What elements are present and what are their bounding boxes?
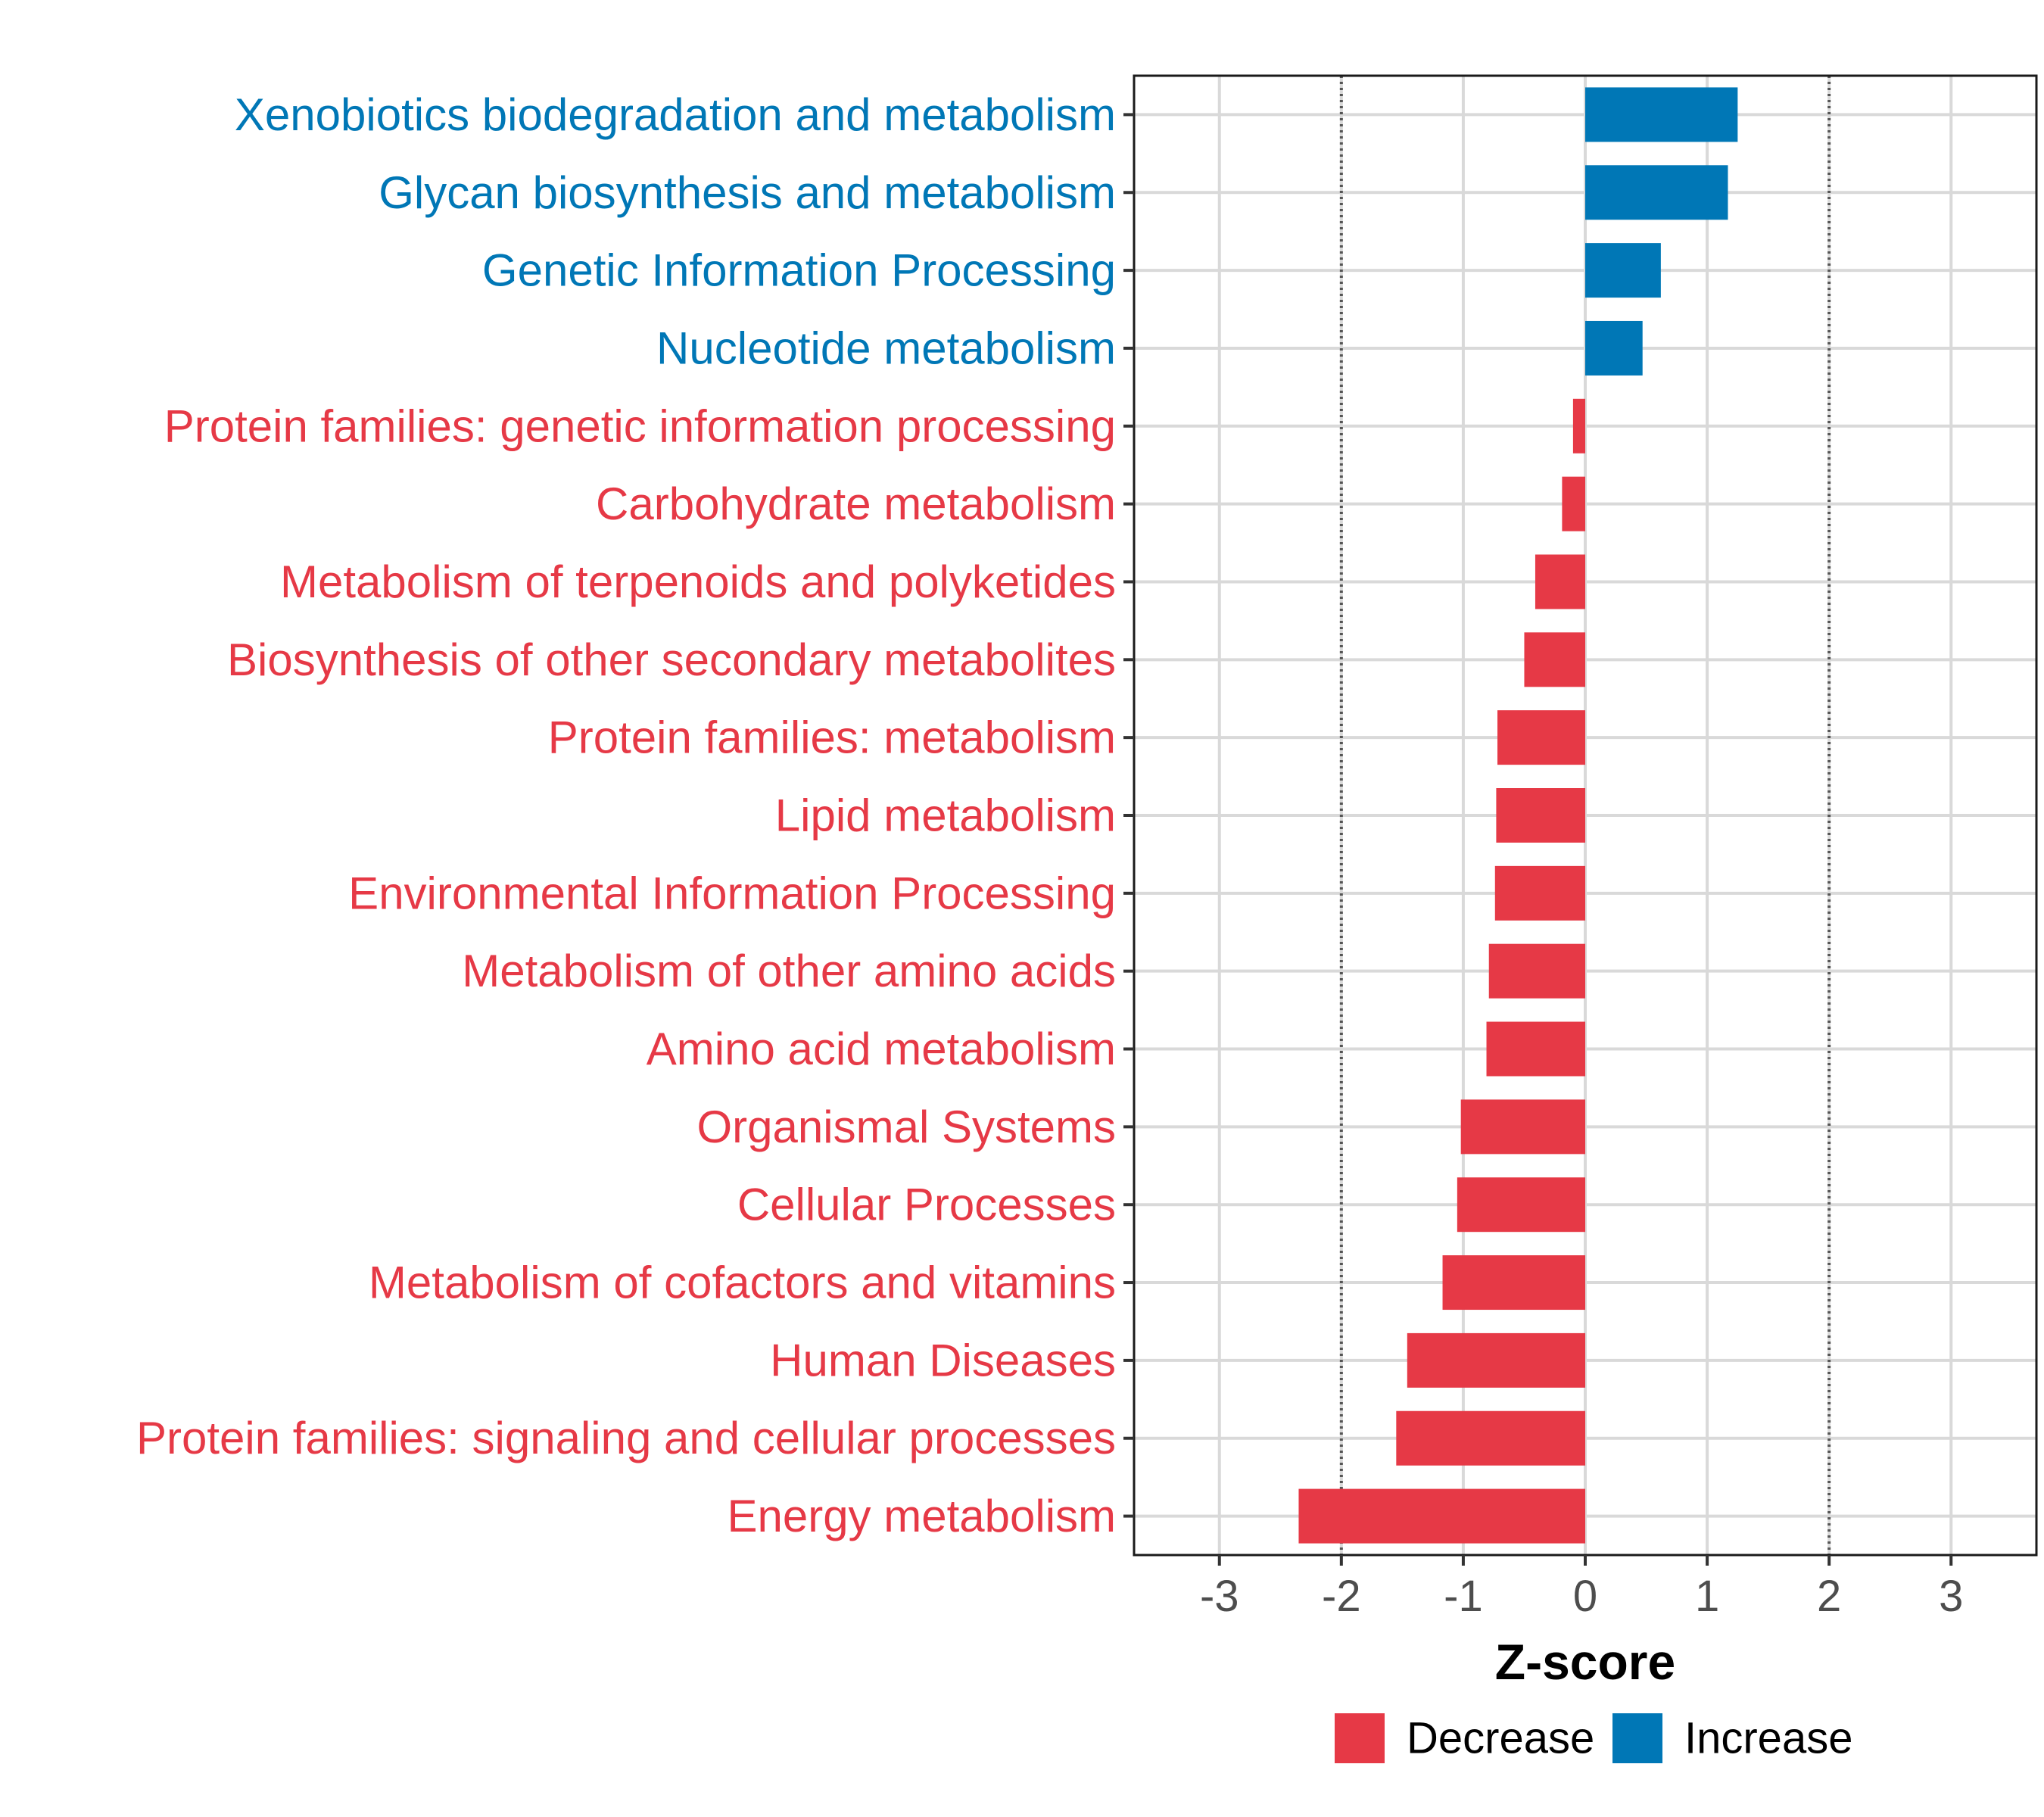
- x-tick-label: -1: [1444, 1572, 1483, 1621]
- bar: [1488, 943, 1585, 999]
- bar: [1442, 1255, 1585, 1311]
- bar: [1585, 243, 1661, 298]
- x-axis-ticks: -3 -2 -1 0 1 2 3: [1200, 1555, 1963, 1621]
- category-label: Nucleotide metabolism: [656, 323, 1116, 373]
- category-label: Human Diseases: [770, 1335, 1116, 1385]
- bars: [1298, 87, 1738, 1544]
- bar: [1407, 1332, 1585, 1388]
- bar: [1496, 788, 1585, 843]
- category-label: Protein families: signaling and cellular…: [136, 1413, 1116, 1463]
- bar: [1535, 554, 1585, 609]
- bar: [1457, 1177, 1585, 1233]
- category-label: Genetic Information Processing: [482, 245, 1116, 296]
- category-label: Xenobiotics biodegradation and metabolis…: [235, 89, 1116, 140]
- bar: [1572, 398, 1585, 453]
- category-label: Organismal Systems: [697, 1102, 1116, 1152]
- legend-key-decrease: [1335, 1713, 1385, 1763]
- category-label: Carbohydrate metabolism: [596, 478, 1116, 529]
- bar: [1460, 1099, 1585, 1155]
- bar: [1396, 1410, 1585, 1466]
- x-tick-label: 2: [1817, 1572, 1841, 1621]
- legend-label-decrease: Decrease: [1407, 1714, 1594, 1763]
- x-tick-label: -3: [1200, 1572, 1239, 1621]
- category-label: Biosynthesis of other secondary metaboli…: [227, 634, 1116, 685]
- category-label: Protein families: metabolism: [548, 712, 1116, 763]
- category-label: Protein families: genetic information pr…: [164, 400, 1116, 451]
- bar: [1585, 320, 1643, 376]
- x-tick-label: 3: [1939, 1572, 1963, 1621]
- bar: [1585, 165, 1728, 220]
- legend: Decrease Increase: [1335, 1713, 1852, 1763]
- category-label: Cellular Processes: [737, 1180, 1116, 1230]
- bar: [1497, 710, 1585, 765]
- category-label: Environmental Information Processing: [348, 868, 1116, 918]
- x-tick-label: 1: [1695, 1572, 1719, 1621]
- category-labels: Xenobiotics biodegradation and metabolis…: [136, 89, 1134, 1541]
- category-label: Metabolism of terpenoids and polyketides: [280, 556, 1116, 607]
- category-label: Energy metabolism: [727, 1491, 1116, 1541]
- bar: [1298, 1488, 1585, 1544]
- x-tick-label: -2: [1322, 1572, 1361, 1621]
- category-label: Glycan biosynthesis and metabolism: [379, 167, 1116, 218]
- bar: [1562, 476, 1585, 531]
- category-label: Metabolism of cofactors and vitamins: [369, 1258, 1116, 1308]
- legend-label-increase: Increase: [1684, 1714, 1852, 1763]
- bar: [1486, 1021, 1585, 1077]
- legend-key-increase: [1612, 1713, 1662, 1763]
- x-tick-label: 0: [1573, 1572, 1597, 1621]
- x-axis-title: Z-score: [1495, 1634, 1675, 1690]
- category-label: Lipid metabolism: [775, 790, 1116, 841]
- category-label: Amino acid metabolism: [647, 1024, 1116, 1074]
- category-label: Metabolism of other amino acids: [462, 946, 1116, 996]
- bar: [1585, 87, 1738, 142]
- bar: [1494, 865, 1585, 921]
- bar: [1524, 632, 1585, 687]
- reference-lines: [1339, 76, 1831, 1555]
